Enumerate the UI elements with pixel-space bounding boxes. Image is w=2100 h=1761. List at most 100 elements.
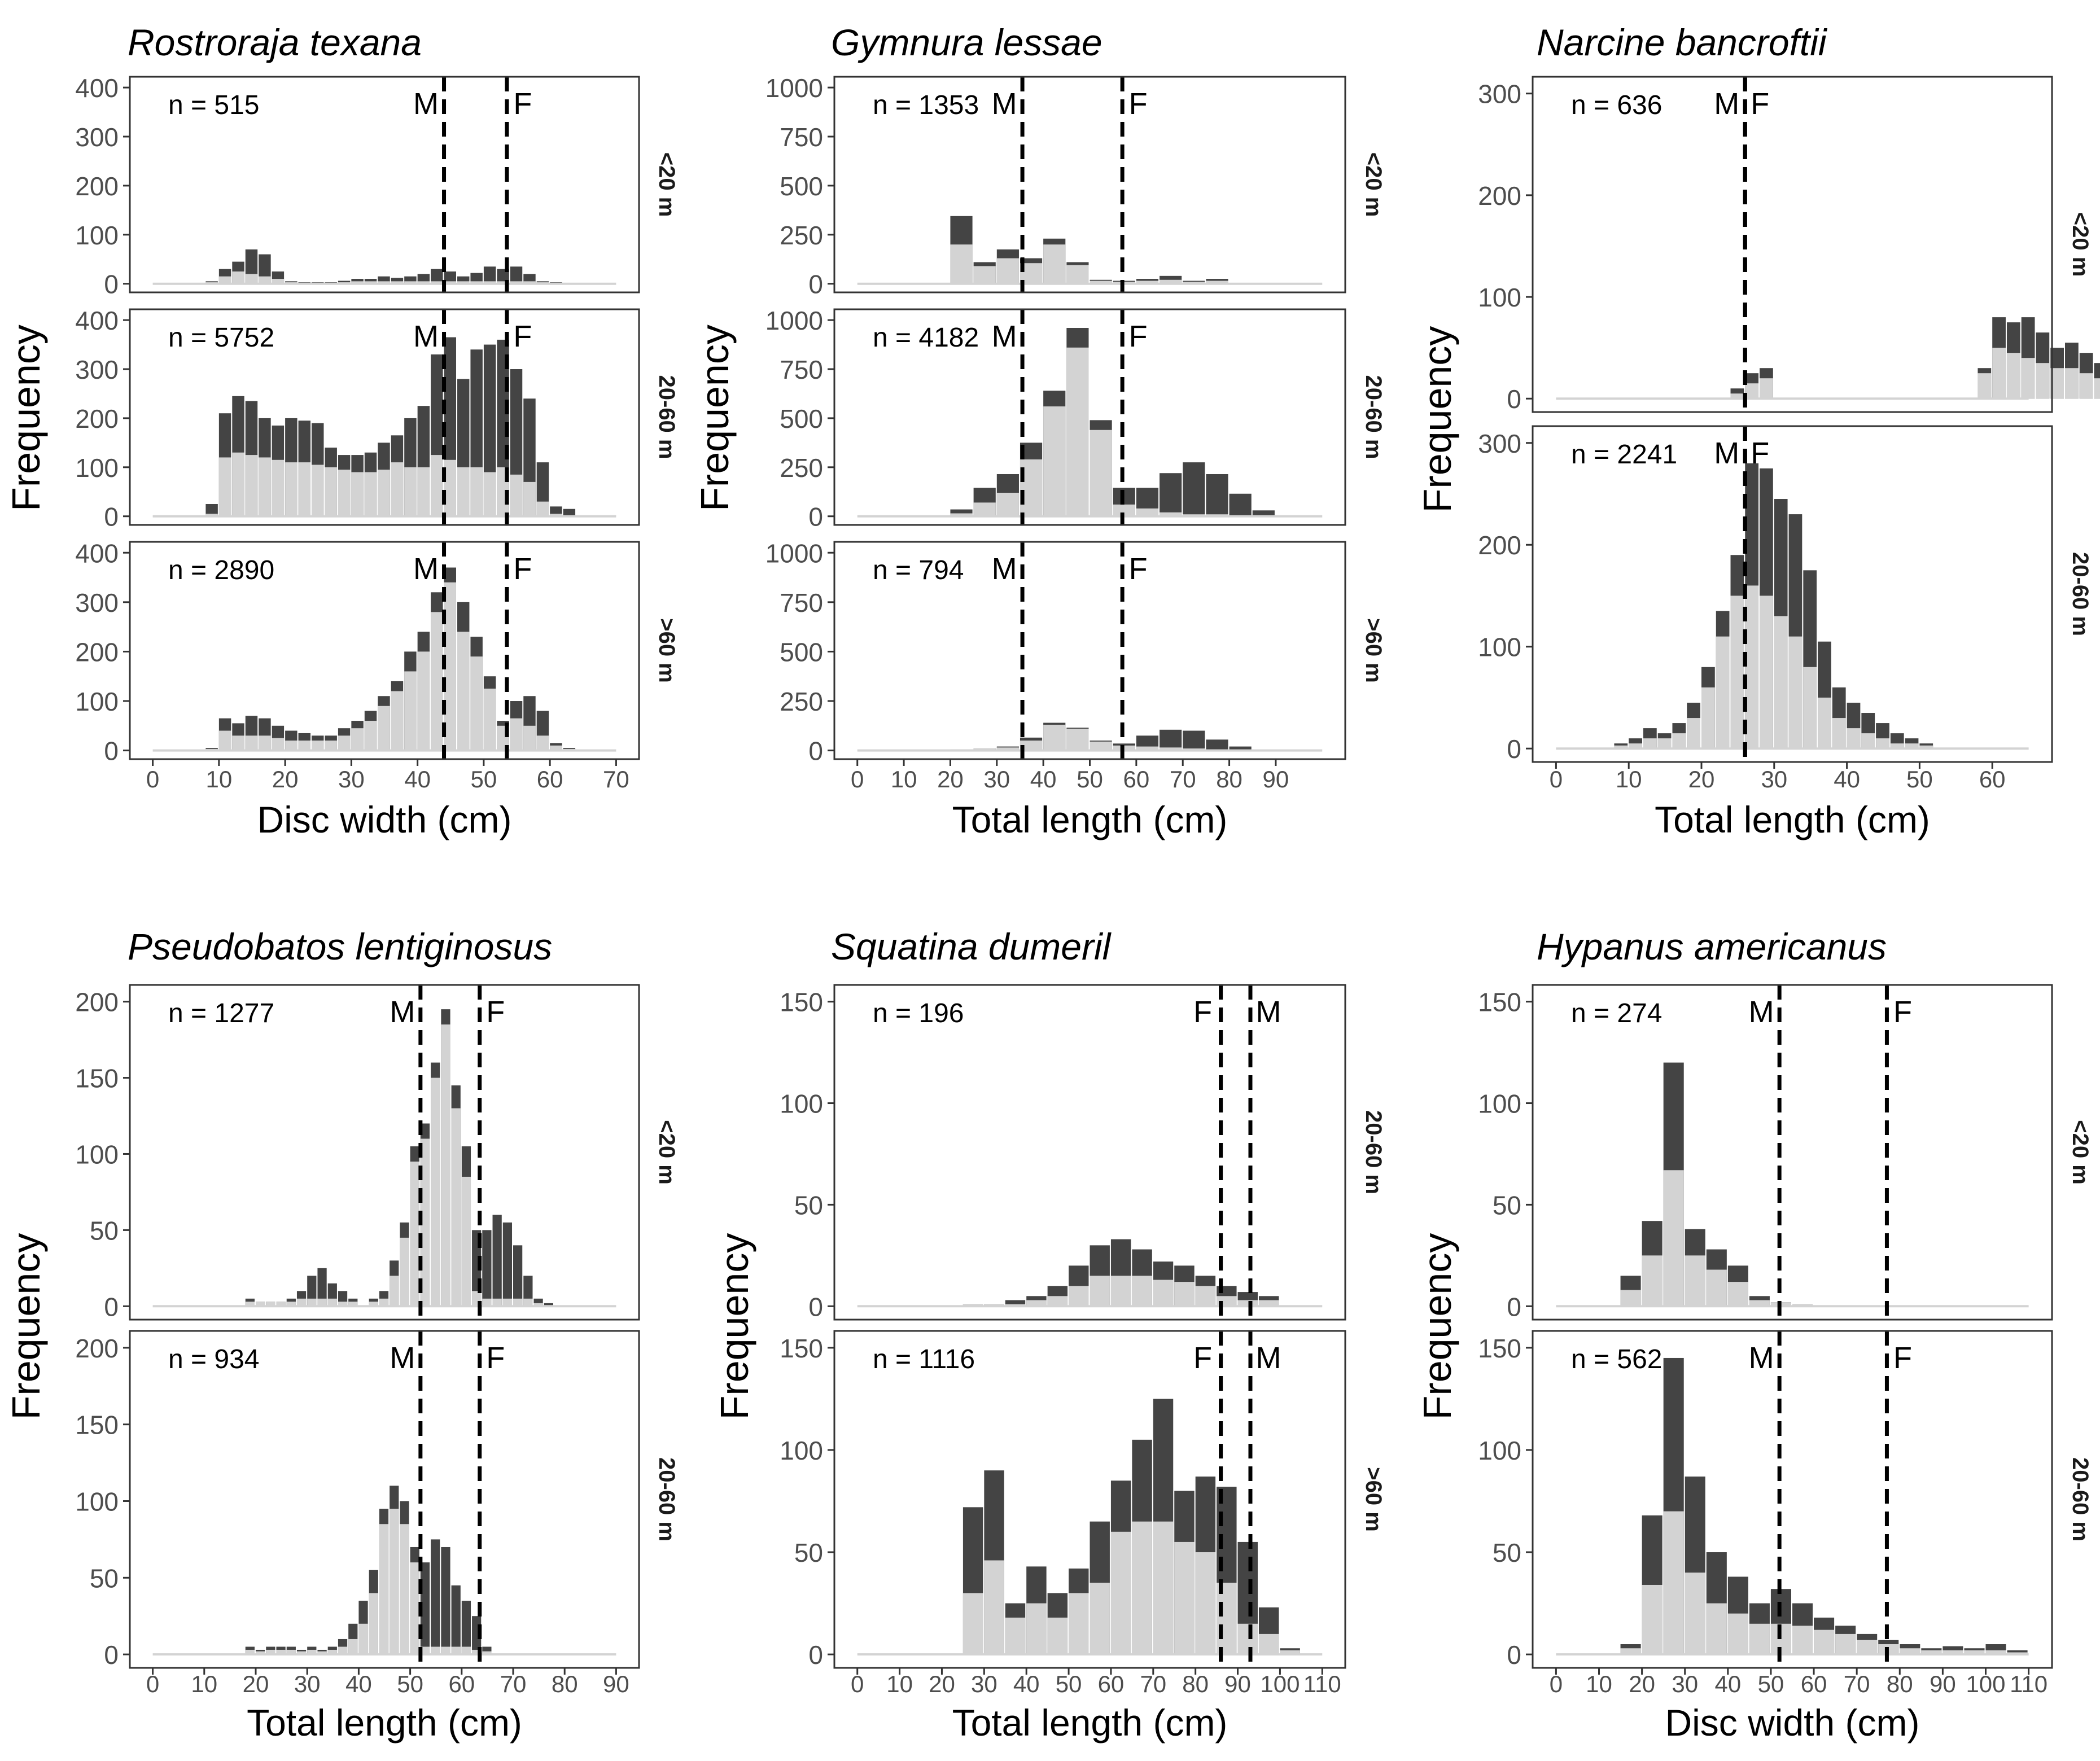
- maturity-label-M: M: [1749, 1341, 1774, 1375]
- bar-subset: [1760, 378, 1773, 399]
- bar-subset: [1110, 1531, 1131, 1655]
- bar-subset: [245, 1649, 255, 1655]
- bar-subset: [1716, 636, 1730, 749]
- y-tick-label: 100: [1478, 1089, 1521, 1119]
- bar-subset: [523, 281, 536, 284]
- y-tick-label: 0: [808, 1640, 823, 1670]
- bar-subset: [325, 467, 337, 516]
- bar-subset: [364, 281, 377, 284]
- x-tick-label: 60: [537, 766, 563, 792]
- bar-subset: [441, 1646, 450, 1655]
- n-label: n = 5752: [168, 323, 274, 353]
- y-tick-label: 500: [780, 172, 823, 201]
- bar-total: [1252, 510, 1275, 516]
- y-tick-label: 400: [75, 538, 119, 568]
- bar-total: [461, 1601, 471, 1655]
- y-tick-label: 200: [75, 404, 119, 433]
- bar-subset: [483, 281, 496, 284]
- y-tick-label: 150: [1478, 1334, 1521, 1363]
- bar-total: [431, 1539, 440, 1655]
- y-tick-label: 150: [780, 1334, 823, 1363]
- bar-subset: [327, 1649, 337, 1655]
- bar-subset: [523, 1298, 533, 1307]
- bar-subset: [420, 1138, 430, 1307]
- bar-subset: [1727, 1613, 1748, 1655]
- x-tick-label: 40: [1013, 1671, 1040, 1697]
- bar-subset: [1727, 1282, 1748, 1307]
- bar-subset: [1701, 687, 1715, 749]
- x-tick-label: 20: [929, 1671, 955, 1697]
- maturity-label-M: M: [1256, 1341, 1281, 1375]
- panel-border: [833, 984, 1346, 1321]
- y-axis-title: Frequency: [4, 325, 48, 511]
- panel-0: M F 0 100 200 300 400 n = 515 <20 m: [75, 73, 679, 299]
- bar-total: [1229, 493, 1252, 516]
- y-tick-label: 0: [104, 737, 119, 766]
- x-tick-label: 20: [1629, 1671, 1655, 1697]
- x-tick-label: 70: [1140, 1671, 1166, 1697]
- y-tick-label: 200: [1478, 531, 1521, 560]
- bar-subset: [1876, 738, 1889, 749]
- panel-border: [833, 76, 1346, 294]
- n-label: n = 794: [873, 555, 964, 585]
- bar-subset: [996, 493, 1019, 516]
- bar-subset: [1090, 1583, 1110, 1655]
- facet-strip-label: <20 m: [654, 152, 679, 217]
- x-tick-label: 40: [1714, 1671, 1741, 1697]
- bar-total: [483, 266, 496, 284]
- bar-subset: [444, 459, 456, 516]
- bar-subset: [510, 718, 523, 751]
- x-tick-label: 30: [338, 766, 365, 792]
- bar-subset: [1643, 738, 1657, 749]
- bar-subset: [276, 1649, 286, 1655]
- bar-subset: [1792, 1626, 1813, 1655]
- bar-subset: [1900, 1648, 1920, 1655]
- bar-subset: [218, 457, 231, 516]
- n-label: n = 4182: [873, 323, 979, 353]
- bar-subset: [984, 1560, 1004, 1655]
- y-axis-title: Frequency: [693, 325, 737, 511]
- bar-total: [391, 278, 404, 284]
- bar-subset: [245, 274, 258, 284]
- x-tick-label: 80: [1887, 1671, 1913, 1697]
- bar-subset: [1069, 1593, 1089, 1655]
- chart-title: Squatina dumeril: [831, 926, 1112, 967]
- bar-subset: [379, 1524, 389, 1655]
- bar-subset: [351, 472, 364, 516]
- y-tick-label: 1000: [765, 306, 823, 335]
- y-tick-label: 150: [1478, 988, 1521, 1017]
- bar-subset: [2050, 368, 2064, 399]
- bar-subset: [2094, 378, 2100, 399]
- panel-border: [129, 1330, 640, 1669]
- bar-subset: [1160, 512, 1182, 516]
- bar-subset: [1835, 1633, 1856, 1655]
- bar-subset: [369, 1593, 378, 1655]
- bar-subset: [404, 671, 417, 751]
- bar-subset: [1992, 348, 2006, 399]
- maturity-label-F: F: [1129, 552, 1148, 586]
- bar-subset: [298, 741, 311, 751]
- y-tick-label: 500: [780, 637, 823, 667]
- bar-subset: [1090, 741, 1112, 751]
- bar-subset: [218, 276, 231, 284]
- n-label: n = 1116: [873, 1344, 975, 1374]
- y-tick-label: 150: [780, 988, 823, 1017]
- bar-subset: [358, 1623, 368, 1655]
- panel-border: [129, 76, 640, 294]
- bar-subset: [1749, 1300, 1770, 1307]
- bar-total: [420, 1562, 430, 1655]
- y-tick-label: 750: [780, 588, 823, 617]
- bar-subset: [378, 470, 390, 516]
- bar-subset: [1090, 430, 1112, 516]
- bar-subset: [1832, 718, 1846, 749]
- bar-subset: [461, 1646, 471, 1655]
- x-tick-label: 80: [552, 1671, 578, 1697]
- bar-subset: [1066, 347, 1089, 516]
- chart-title: Rostroraja texana: [128, 21, 422, 63]
- y-tick-label: 100: [1478, 283, 1521, 312]
- bar-subset: [523, 725, 536, 751]
- x-tick-label: 20: [937, 766, 964, 792]
- bar-subset: [338, 1302, 348, 1307]
- bar-subset: [2021, 358, 2035, 399]
- panel-2: M F 0 100 200 300 400 n = 2890 >60 m: [75, 538, 679, 765]
